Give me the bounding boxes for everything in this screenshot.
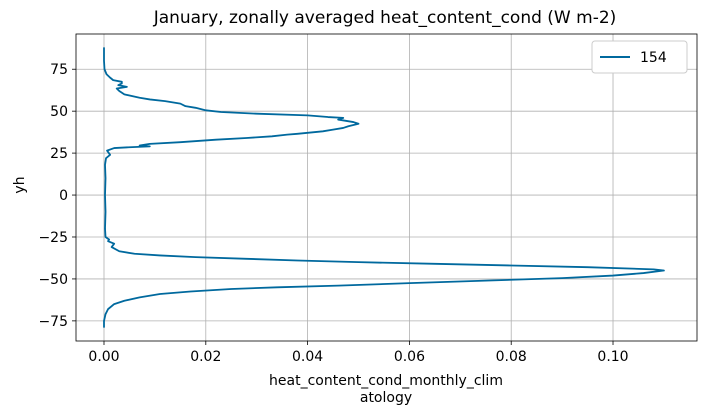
y-tick-label: 25 (50, 146, 68, 162)
x-axis-label-line2: atology (360, 390, 412, 406)
y-tick-label: −25 (38, 230, 68, 246)
plot-area (103, 47, 665, 328)
legend-box (591, 40, 688, 74)
grid (76, 34, 697, 341)
x-tick-label: 0.10 (597, 349, 628, 365)
legend: 154 (591, 40, 688, 74)
y-tick-label: 75 (50, 62, 68, 78)
chart-title: January, zonally averaged heat_content_c… (153, 8, 617, 28)
y-tick-label: 50 (50, 104, 68, 120)
plot-frame (75, 33, 698, 342)
y-tick-label: −50 (38, 272, 68, 288)
y-tick-label: 0 (59, 188, 68, 204)
x-tick-label: 0.06 (394, 349, 425, 365)
ticks: 0.00 0.02 0.04 0.06 0.08 0.10 −75 −50 −25 0 25 50 75 (38, 62, 628, 365)
x-tick-label: 0.02 (190, 349, 221, 365)
x-tick-label: 0.00 (88, 349, 119, 365)
x-tick-label: 0.04 (292, 349, 323, 365)
x-axis-label-line1: heat_content_cond_monthly_clim (269, 373, 503, 389)
series-line-154 (103, 47, 665, 328)
legend-label: 154 (640, 50, 667, 66)
y-axis-label: yh (12, 176, 28, 193)
y-tick-label: −75 (38, 314, 68, 330)
x-tick-label: 0.08 (496, 349, 527, 365)
